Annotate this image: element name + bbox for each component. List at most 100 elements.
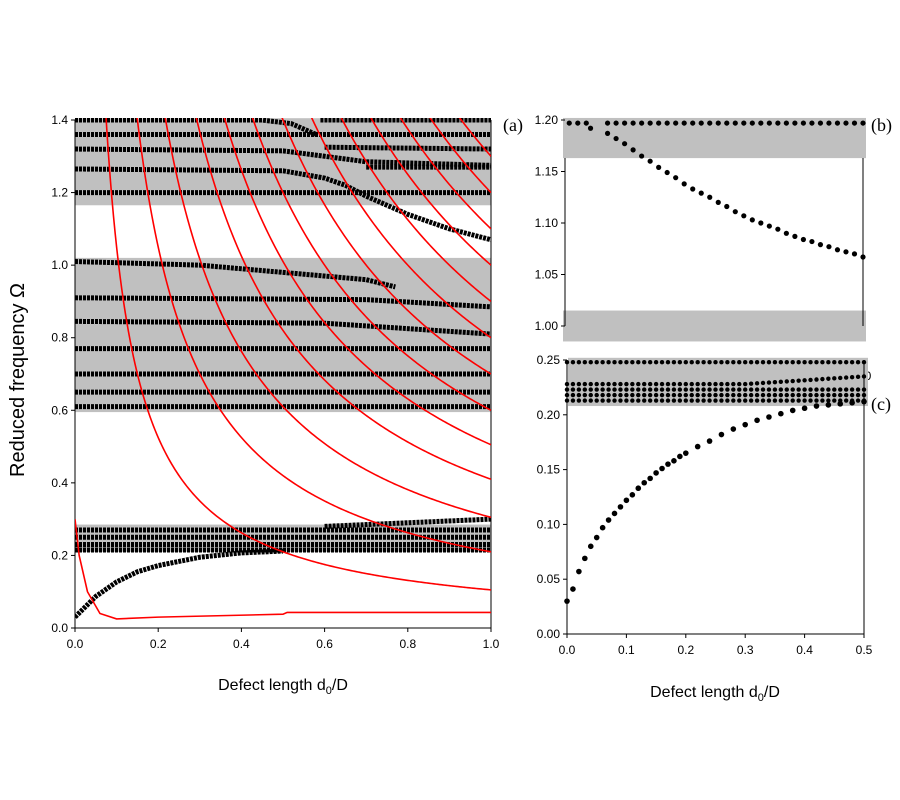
band-point <box>689 381 694 387</box>
band-point <box>731 392 736 398</box>
band-point <box>743 387 748 392</box>
band-point <box>665 398 671 403</box>
panel-a: 0.0 0.2 0.4 0.6 0.8 1.0 1.2 1.4 0.0 0.2 0.4 0.6 0.8 1… <box>51 113 499 651</box>
band-point <box>754 398 760 403</box>
band-point <box>766 392 772 398</box>
defect-mode-point <box>715 199 721 205</box>
band-point <box>570 359 576 365</box>
red-curve-9 <box>340 118 491 303</box>
band-point <box>713 359 718 365</box>
band-point <box>808 398 813 403</box>
band-point <box>731 381 736 387</box>
band-point <box>783 120 789 126</box>
passband-0 <box>563 117 866 159</box>
band-point <box>594 398 599 403</box>
y-tick-label: 1.4 <box>51 113 68 127</box>
band-point <box>820 376 825 382</box>
defect-mode-point <box>570 586 576 592</box>
band-point <box>630 387 635 392</box>
band-point <box>618 359 623 365</box>
band-point <box>748 381 754 386</box>
red-curve-10 <box>370 118 491 266</box>
band-point <box>754 381 760 386</box>
mode-line-0 <box>75 118 318 137</box>
band-point <box>564 387 570 392</box>
defect-mode-point <box>664 169 670 176</box>
defect-mode-point <box>730 426 737 432</box>
defect-mode-point <box>783 230 789 236</box>
band-point <box>588 359 593 365</box>
defect-mode-point <box>613 135 619 142</box>
band-point <box>656 120 662 126</box>
band-point <box>653 392 659 398</box>
defect-mode-point <box>623 497 630 504</box>
band-point <box>808 377 813 383</box>
red-curve-lowest <box>75 519 491 620</box>
defect-mode-point <box>706 438 713 444</box>
band-point <box>741 120 747 126</box>
band-point <box>772 392 778 398</box>
band-point <box>737 398 742 403</box>
band-point <box>719 398 724 403</box>
y-tick-label: 1.20 <box>535 113 559 127</box>
band-point <box>653 381 659 387</box>
band-point <box>719 387 724 392</box>
band-point <box>653 387 659 392</box>
band-point <box>576 387 582 392</box>
band-point <box>832 398 837 403</box>
defect-mode-point <box>617 504 624 510</box>
band-point <box>677 381 683 387</box>
band-point <box>860 120 866 126</box>
band-point <box>826 120 832 126</box>
band-point <box>624 381 629 387</box>
mode-line-8 <box>75 259 396 290</box>
defect-mode-point <box>792 233 798 239</box>
band-point <box>618 398 623 403</box>
band-point <box>636 381 641 387</box>
defect-mode-point <box>647 475 653 482</box>
y-tick-label: 1.15 <box>535 165 559 179</box>
y-tick-label: 0.2 <box>51 548 68 562</box>
band-point <box>606 392 611 398</box>
y-tick-label: 0.4 <box>51 476 68 490</box>
band-point <box>564 381 570 387</box>
band-point <box>754 387 760 392</box>
x-axis-label-c: Defect length d0/D <box>650 684 780 704</box>
band-point <box>790 378 795 384</box>
band-point <box>707 359 712 365</box>
red-curve-2 <box>136 118 491 553</box>
band-point <box>832 387 837 392</box>
x-tick-label: 0.4 <box>233 637 250 651</box>
band-point <box>802 398 807 403</box>
band-point <box>582 392 588 398</box>
band-point <box>690 120 696 126</box>
band-point <box>838 375 843 381</box>
band-point <box>748 387 754 392</box>
band-point <box>743 381 748 387</box>
band-point <box>600 387 605 392</box>
band-point <box>778 392 784 398</box>
red-curve-4 <box>195 118 491 480</box>
defect-mode-point <box>665 461 671 467</box>
band-point <box>817 120 824 126</box>
y-tick-label: 1.10 <box>535 216 559 230</box>
band-point <box>800 120 807 126</box>
band-point <box>826 387 831 392</box>
band-point <box>760 359 766 365</box>
defect-mode-point <box>754 417 760 424</box>
band-point <box>820 387 825 392</box>
band-point <box>766 359 772 365</box>
band-point <box>826 376 831 381</box>
band-point <box>695 392 700 398</box>
band-point <box>594 359 599 365</box>
band-point <box>659 387 665 392</box>
defect-mode-point <box>766 414 772 420</box>
band-point <box>588 398 593 403</box>
y-tick-label: 0.25 <box>537 353 561 367</box>
x-tick-label: 0.8 <box>399 637 416 651</box>
band-point <box>606 381 611 387</box>
band-point <box>612 398 617 403</box>
band-point <box>630 381 635 387</box>
band-point <box>826 398 831 403</box>
band-point <box>802 392 807 398</box>
